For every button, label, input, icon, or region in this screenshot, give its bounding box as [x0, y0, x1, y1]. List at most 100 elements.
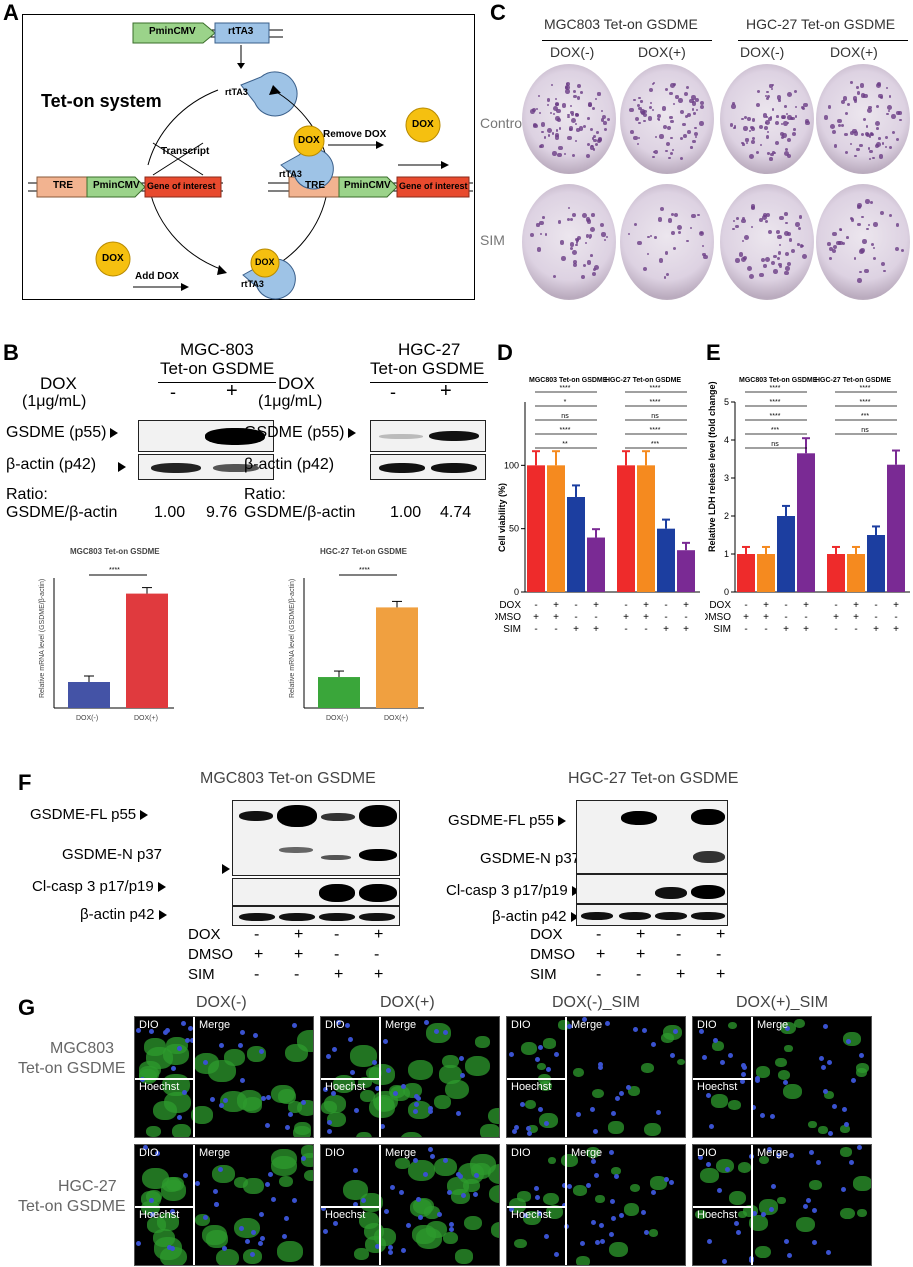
colony-dot: [863, 118, 867, 122]
nucleus-blue: [164, 1028, 170, 1034]
colony-dot: [867, 108, 872, 114]
colony-dot: [886, 112, 889, 116]
c-dox-minus-2: DOX(-): [740, 44, 785, 60]
f-condition-symbol: +: [636, 926, 646, 943]
nucleus-blue: [785, 1025, 791, 1031]
nucleus-blue: [154, 1150, 160, 1156]
rtta3-free: rtTA3: [225, 87, 248, 97]
nucleus-blue: [668, 1180, 674, 1186]
colony-dot: [777, 234, 782, 240]
rtta3-right: rtTA3: [279, 169, 302, 179]
nucleus-blue: [811, 1240, 817, 1246]
colony-dot: [881, 142, 884, 145]
b-ratio-hgc-1: 1.00: [390, 504, 422, 521]
colony-dot: [570, 112, 575, 117]
colony-dot: [880, 211, 885, 216]
colony-dot: [838, 240, 843, 246]
colony-dot: [767, 116, 773, 122]
b-actin-label-2: β-actin (p42): [244, 456, 335, 473]
mrna-bar: [68, 682, 110, 708]
nucleus-blue: [259, 1048, 265, 1054]
colony-dot: [794, 115, 798, 118]
colony-dot: [600, 118, 605, 122]
b-gsdme-text-2: GSDME (p55): [244, 424, 345, 441]
cell-green: [595, 1194, 605, 1203]
f-condition-row-label: DOX: [188, 926, 221, 943]
colony-dot: [776, 115, 779, 118]
f-condition-row-label: SIM: [188, 966, 215, 983]
condition-row-label: DOX: [499, 600, 521, 611]
cell-green: [488, 1107, 499, 1125]
colony-dot: [762, 113, 767, 118]
colony-dot: [872, 246, 875, 249]
f-fl-label-1: GSDME-FL p55: [30, 806, 149, 823]
c-row-control: Control: [480, 115, 526, 131]
fluorescence-label-merge: Merge: [199, 1147, 231, 1159]
nucleus-blue: [401, 1083, 407, 1089]
f-blot-casp-hgc: [576, 874, 728, 904]
nucleus-blue: [428, 1109, 434, 1115]
colony-dot: [578, 126, 584, 131]
colony-dot: [853, 99, 858, 103]
cell-green: [145, 1046, 174, 1069]
colony-dot: [802, 253, 807, 259]
nucleus-blue: [344, 1022, 350, 1028]
colony-dot: [634, 222, 638, 226]
colony-dot: [802, 106, 806, 111]
colony-dot: [873, 222, 878, 227]
colony-dot: [868, 135, 872, 138]
colony-dot: [677, 224, 683, 230]
cell-green: [648, 1229, 659, 1237]
cell-green: [285, 1044, 308, 1063]
colony-dot: [686, 112, 692, 118]
colony-dot: [875, 126, 879, 130]
nucleus-blue: [846, 1038, 852, 1044]
b-ratio-label-2: GSDME/β-actin: [244, 504, 356, 521]
colony-dot: [670, 136, 673, 140]
cell-green: [610, 1167, 622, 1176]
colony-dot: [794, 90, 798, 94]
colony-dot: [590, 144, 593, 147]
nucleus-blue: [322, 1086, 328, 1092]
colony-dot: [771, 88, 774, 91]
colony-dot: [868, 105, 873, 110]
nucleus-blue: [460, 1072, 466, 1078]
nucleus-blue: [323, 1229, 329, 1235]
colony-dot: [771, 83, 774, 87]
colony-dot: [640, 100, 643, 103]
cell-green: [407, 1059, 434, 1080]
condition-symbol: -: [534, 624, 537, 635]
nucleus-blue: [282, 1234, 288, 1240]
cell-green: [326, 1112, 346, 1128]
colony-dot: [627, 232, 630, 236]
nucleus-blue: [782, 1080, 788, 1086]
colony-dot: [743, 126, 748, 131]
panel-a-diagram: PminCMV rtTA3 rtTA3 Tet-on system Transc…: [22, 14, 475, 300]
colony-dot: [575, 243, 579, 247]
cell-green: [824, 1090, 835, 1099]
b-mgc-title2: Tet-on GSDME: [160, 359, 275, 378]
f-blot-gsdme-hgc: [576, 800, 728, 874]
nucleus-blue: [755, 1078, 761, 1084]
condition-symbol: +: [683, 624, 689, 635]
colony-dot: [763, 125, 768, 130]
fluorescence-panel: DIO Merge Hoechst: [506, 1016, 686, 1138]
colony-dot: [591, 136, 595, 140]
cell-green: [408, 1159, 436, 1182]
cell-green: [543, 1192, 560, 1206]
colony-dot: [859, 270, 862, 274]
data-bar: [617, 465, 635, 592]
nucleus-blue: [590, 1158, 596, 1164]
condition-symbol: -: [664, 600, 667, 611]
colony-dot: [546, 98, 551, 102]
colony-dot: [896, 138, 900, 142]
condition-symbol: +: [763, 600, 769, 611]
colony-dot: [555, 129, 559, 132]
cell-green: [573, 1185, 587, 1197]
nucleus-blue: [265, 1095, 271, 1101]
nucleus-blue: [751, 1104, 757, 1110]
fluorescence-label-hoechst: Hoechst: [511, 1081, 552, 1093]
colony-dot: [791, 248, 796, 253]
f-n-label-1: GSDME-N p37: [62, 846, 162, 863]
colony-dot: [572, 89, 576, 93]
